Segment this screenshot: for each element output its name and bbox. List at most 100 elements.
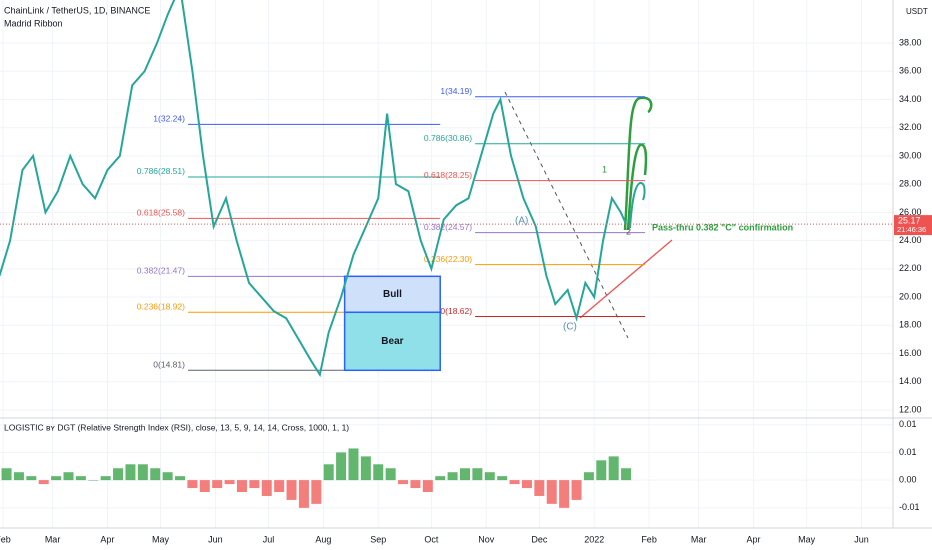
fib-label: 1(32.24) bbox=[153, 114, 185, 124]
y-tick-label: 0.00 bbox=[899, 474, 917, 484]
x-tick-label: May bbox=[152, 534, 170, 544]
y-tick-label: 26.00 bbox=[899, 207, 922, 217]
osc-bar bbox=[348, 448, 359, 481]
osc-bar bbox=[1, 468, 12, 481]
fib-label: 0.382(24.57) bbox=[424, 222, 472, 232]
wave-label: 1 bbox=[602, 164, 607, 174]
osc-bar bbox=[298, 480, 309, 508]
osc-bar bbox=[75, 476, 86, 481]
osc-bar bbox=[224, 480, 235, 485]
osc-bar bbox=[249, 480, 260, 489]
projection-arrow bbox=[623, 96, 653, 231]
trend-line bbox=[579, 239, 673, 319]
osc-bar bbox=[484, 472, 495, 481]
osc-pane bbox=[1, 448, 632, 508]
axis-unit: USDT bbox=[906, 7, 928, 16]
fib-label: 0.786(28.51) bbox=[137, 166, 185, 176]
fib-label: 0(18.62) bbox=[440, 306, 472, 316]
zone-box bbox=[343, 311, 441, 372]
osc-bar bbox=[187, 480, 198, 489]
y-tick-label: 24.00 bbox=[899, 235, 922, 245]
osc-bar bbox=[212, 480, 223, 489]
x-tick-label: Jun bbox=[854, 534, 869, 544]
note: Pass-thru 0.382 "C" confirmation bbox=[652, 222, 793, 232]
y-tick-label: 18.00 bbox=[899, 320, 922, 330]
x-tick-label: Apr bbox=[100, 534, 114, 544]
y-tick-label: 20.00 bbox=[899, 291, 922, 301]
grid bbox=[0, 0, 893, 528]
fib-label: 0.236(22.30) bbox=[424, 254, 472, 264]
osc-bar bbox=[422, 480, 433, 492]
y-tick-label: 14.00 bbox=[899, 376, 922, 386]
fib-label: 0.236(18.92) bbox=[137, 302, 185, 312]
osc-bar bbox=[100, 476, 111, 481]
osc-bar bbox=[546, 480, 557, 504]
osc-bar bbox=[113, 468, 124, 481]
zone-label: Bear bbox=[381, 336, 403, 347]
osc-bar bbox=[236, 480, 247, 492]
x-tick-label: Mar bbox=[691, 534, 707, 544]
osc-bar bbox=[447, 472, 458, 481]
osc-bar bbox=[274, 480, 285, 492]
osc-bar bbox=[51, 476, 62, 481]
y-tick-label: 38.00 bbox=[899, 37, 922, 47]
osc-bar bbox=[162, 472, 173, 481]
osc-bar bbox=[137, 464, 148, 481]
osc-bar bbox=[559, 480, 570, 508]
osc-bar bbox=[509, 480, 520, 485]
y-tick-label: 36.00 bbox=[899, 66, 922, 76]
x-tick-label: Feb bbox=[0, 534, 11, 544]
y-tick-label: 34.00 bbox=[899, 94, 922, 104]
osc-bar bbox=[175, 476, 186, 481]
osc-bar bbox=[596, 460, 607, 481]
fib-label: 0.618(28.25) bbox=[424, 170, 472, 180]
wave-label: (A) bbox=[515, 216, 528, 227]
osc-bar bbox=[583, 472, 594, 481]
osc-bar bbox=[621, 468, 632, 481]
dashed-trend bbox=[504, 91, 629, 339]
x-tick-label: Feb bbox=[641, 534, 657, 544]
osc-bar bbox=[385, 468, 396, 481]
osc-bar bbox=[497, 476, 508, 481]
main-pane: 1(32.24) 0.786(28.51) 0.618(25.58) 0.382(21… bbox=[0, 0, 893, 378]
osc-bar bbox=[336, 452, 347, 481]
last-price: 25.17 bbox=[898, 215, 921, 225]
x-tick-label: May bbox=[798, 534, 816, 544]
fib-label: 0.382(21.47) bbox=[137, 266, 185, 276]
osc-bar bbox=[360, 456, 371, 481]
osc-bar bbox=[459, 468, 470, 481]
osc-bar bbox=[38, 480, 49, 485]
osc-bar bbox=[13, 472, 24, 481]
wave-label: (C) bbox=[563, 322, 577, 333]
projection-arrow bbox=[629, 182, 646, 229]
x-tick-label: Sep bbox=[370, 534, 386, 544]
countdown: 21:46:36 bbox=[897, 225, 926, 234]
y-tick-label: 0.01 bbox=[899, 419, 917, 429]
price-line bbox=[0, 0, 627, 378]
last-price-badge bbox=[894, 215, 932, 236]
x-tick-label: Mar bbox=[45, 534, 61, 544]
osc-bar bbox=[88, 480, 99, 481]
x-tick-label: Apr bbox=[747, 534, 761, 544]
y-tick-label: 22.00 bbox=[899, 263, 922, 273]
fib-label: 1(34.19) bbox=[440, 86, 472, 96]
osc-bar bbox=[26, 476, 37, 481]
osc-bar bbox=[398, 480, 409, 485]
y-tick-label: 16.00 bbox=[899, 348, 922, 358]
osc-bar bbox=[472, 468, 483, 481]
osc-bar bbox=[373, 464, 384, 481]
osc-bar bbox=[125, 464, 136, 481]
y-tick-label: 30.00 bbox=[899, 150, 922, 160]
osc-bar bbox=[410, 480, 421, 489]
x-tick-label: Jul bbox=[263, 534, 275, 544]
y-tick-label: 12.00 bbox=[899, 404, 922, 414]
x-tick-label: Aug bbox=[315, 534, 331, 544]
x-tick-label: Oct bbox=[424, 534, 439, 544]
osc-bar bbox=[311, 480, 322, 504]
x-tick-label: Jun bbox=[208, 534, 223, 544]
osc-bar bbox=[286, 480, 297, 500]
osc-bar bbox=[323, 464, 334, 481]
wave-label: 2 bbox=[626, 226, 631, 236]
y-tick-label: 32.00 bbox=[899, 122, 922, 132]
